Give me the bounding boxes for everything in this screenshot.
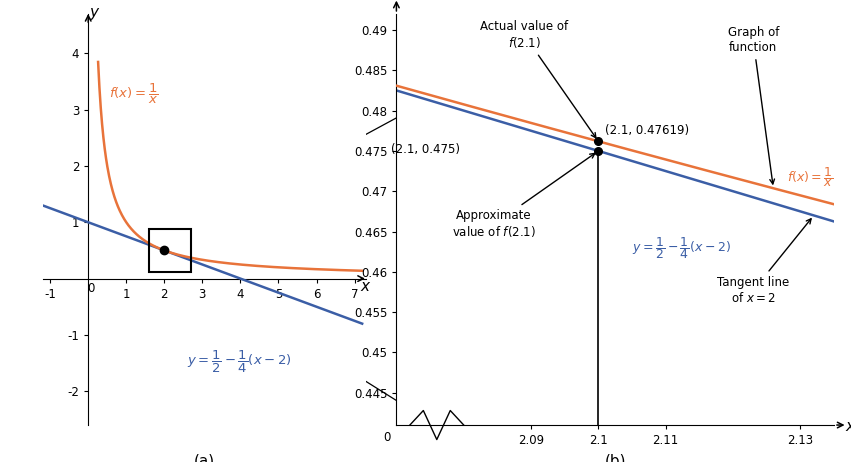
Text: Graph of
function: Graph of function <box>728 26 779 184</box>
Text: $y$: $y$ <box>89 6 101 22</box>
Text: Tangent line
of $x = 2$: Tangent line of $x = 2$ <box>717 219 811 305</box>
Text: 0: 0 <box>88 282 95 295</box>
Text: (b): (b) <box>604 454 626 462</box>
Text: (2.1, 0.47619): (2.1, 0.47619) <box>605 124 689 137</box>
Text: $f(x) = \dfrac{1}{x}$: $f(x) = \dfrac{1}{x}$ <box>787 165 834 188</box>
Text: Actual value of
$f$(2.1): Actual value of $f$(2.1) <box>480 20 596 138</box>
Text: $x$: $x$ <box>360 279 372 294</box>
Text: $f(x) = \dfrac{1}{x}$: $f(x) = \dfrac{1}{x}$ <box>109 82 158 106</box>
Text: 0: 0 <box>384 432 391 444</box>
Text: Approximate
value of $f$(2.1): Approximate value of $f$(2.1) <box>452 153 595 239</box>
Text: $y = \dfrac{1}{2} - \dfrac{1}{4}(x - 2)$: $y = \dfrac{1}{2} - \dfrac{1}{4}(x - 2)$ <box>632 236 731 261</box>
Text: (2.1, 0.475): (2.1, 0.475) <box>391 143 460 156</box>
Text: $y = \dfrac{1}{2} - \dfrac{1}{4}(x - 2)$: $y = \dfrac{1}{2} - \dfrac{1}{4}(x - 2)$ <box>187 349 292 375</box>
Text: (a): (a) <box>194 454 214 462</box>
Text: $x$: $x$ <box>845 419 851 434</box>
Bar <box>149 229 191 272</box>
